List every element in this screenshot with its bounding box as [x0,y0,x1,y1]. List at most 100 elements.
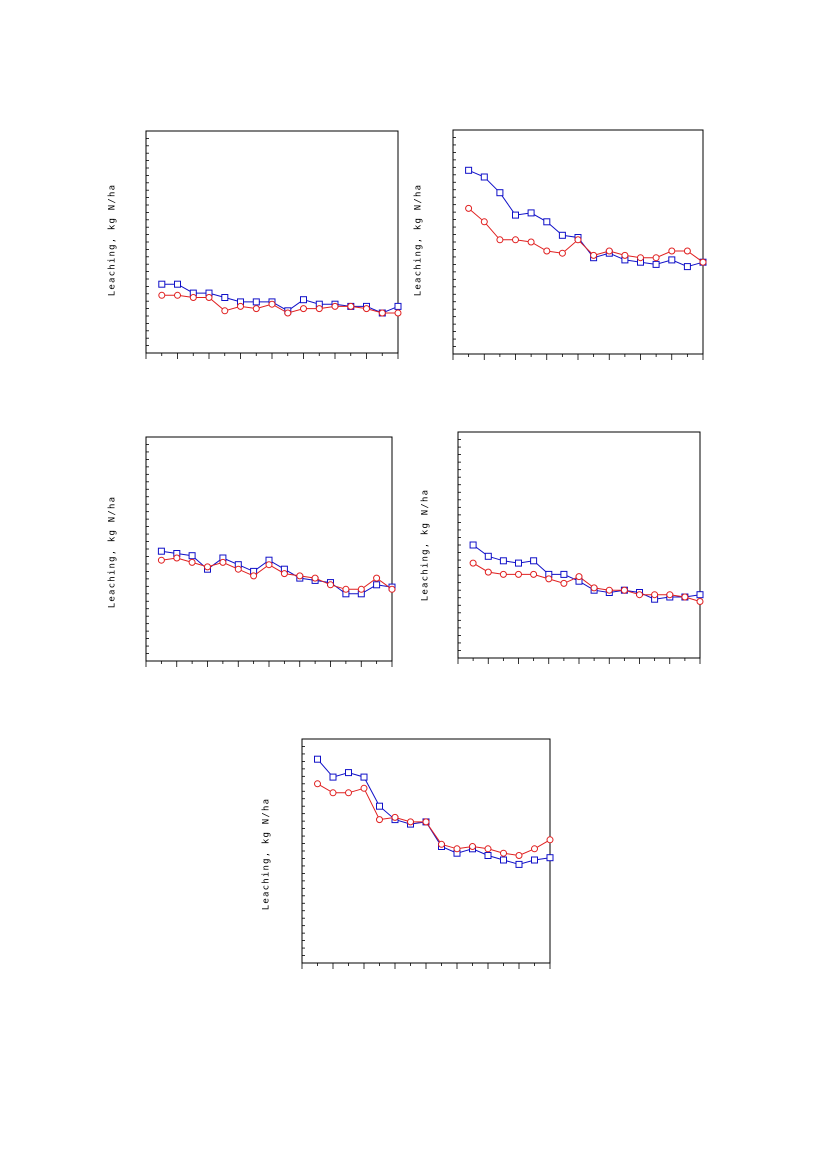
data-point-circle [347,302,355,310]
data-point-square [515,559,522,567]
data-point-circle [373,574,381,582]
data-point-circle [453,845,461,853]
data-point-circle [174,291,181,299]
data-point-square [652,260,660,268]
data-point-square [560,570,568,578]
data-point-circle [394,309,402,317]
data-point-square [515,860,523,868]
series-line-2 [472,562,701,602]
data-point-circle [205,294,213,301]
data-point-circle [280,570,288,578]
data-point-circle [327,581,334,589]
data-point-circle [204,563,211,571]
data-point-circle [407,818,414,826]
data-point-square [360,773,368,781]
data-point-square [480,173,488,181]
data-point-circle [221,307,229,315]
data-point-circle [681,593,689,601]
data-point-circle [376,816,383,824]
data-point-circle [250,572,258,580]
data-point-square [469,541,477,549]
y-axis-label-4: Leaching, kg N/ha [419,488,430,602]
data-point-circle [188,558,196,566]
data-point-circle [546,836,554,844]
data-point-circle [496,236,504,244]
chart-panel-5: Leaching, kg N/ha [250,734,560,979]
data-point-square [500,856,507,864]
data-point-circle [219,558,227,566]
data-point-square [496,189,504,197]
data-point-circle [422,818,430,826]
data-point-square [373,581,381,589]
data-point-square [300,296,307,304]
data-point-circle [345,789,352,797]
chart-plot-5 [301,738,554,969]
data-point-square [484,852,492,859]
series-line-1 [317,758,551,865]
data-point-square [668,256,676,264]
data-point-square [157,547,165,555]
y-axis-label-2: Leaching, kg N/ha [412,183,423,297]
y-axis-label-5: Leaching, kg N/ha [260,797,271,911]
data-point-circle [158,291,166,299]
plot-frame [301,738,551,964]
data-point-square [158,280,166,288]
data-point-circle [696,598,704,605]
series-line-2 [317,783,551,857]
y-axis-label-1: Leaching, kg N/ha [106,183,117,297]
data-point-circle [527,238,535,246]
data-point-circle [531,845,538,853]
chart-plot-4 [457,431,704,664]
data-point-circle [378,309,386,317]
data-point-circle [388,585,396,593]
data-point-circle [530,570,538,578]
data-point-circle [331,302,339,310]
data-point-square [546,854,554,862]
chart-plot-2 [452,129,707,360]
series-line-2 [161,557,393,590]
data-point-square [531,856,538,864]
series-line-2 [468,208,704,263]
data-point-square [465,166,473,174]
data-point-circle [234,565,242,573]
data-point-circle [363,305,370,313]
chart-panel-3: Leaching, kg N/ha [100,432,410,677]
data-point-circle [620,586,628,594]
data-point-square [530,557,538,565]
data-point-circle [605,247,613,255]
series-line-1 [472,544,701,600]
data-point-circle [469,559,477,567]
data-point-circle [360,784,368,792]
data-point-square [558,231,566,239]
data-point-circle [268,300,276,308]
data-point-circle [668,247,676,255]
data-point-circle [499,570,507,578]
data-point-circle [575,573,583,581]
data-point-circle [438,840,445,848]
data-point-circle [314,780,321,788]
data-point-circle [545,575,553,583]
data-point-circle [465,204,473,212]
data-point-circle [515,570,522,578]
data-point-circle [666,591,674,599]
data-point-square [329,773,337,781]
data-point-circle [391,813,399,821]
plot-frame [145,130,399,354]
data-point-square [484,552,492,560]
data-point-circle [480,218,488,226]
data-point-circle [637,254,644,262]
series-line-1 [161,283,399,314]
data-point-circle [699,258,707,266]
data-point-circle [265,561,273,569]
data-point-square [683,263,691,271]
y-axis-label-3: Leaching, kg N/ha [106,495,117,609]
data-point-square [314,755,321,763]
data-point-circle [342,585,350,593]
data-point-circle [252,305,260,313]
data-point-circle [543,247,551,255]
data-point-square [188,552,196,560]
data-point-square [696,591,704,599]
data-point-circle [621,251,629,259]
chart-panel-2: Leaching, kg N/ha [405,125,715,370]
data-point-circle [652,254,660,262]
